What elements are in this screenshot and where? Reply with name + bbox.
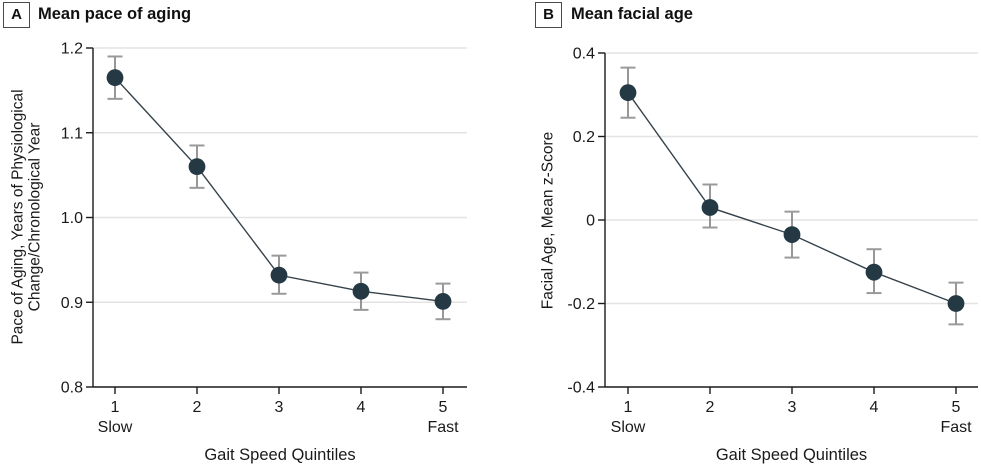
y-tick-label: -0.2 xyxy=(567,296,595,313)
x-tick-label: 1 xyxy=(624,399,633,416)
x-end-label-fast: Fast xyxy=(940,419,972,436)
y-tick-label: 0.4 xyxy=(573,46,595,63)
data-point xyxy=(619,84,637,102)
x-axis-title: Gait Speed Quintiles xyxy=(204,446,355,464)
x-tick-label: 5 xyxy=(952,399,961,416)
y-tick-label: -0.4 xyxy=(567,380,595,397)
y-tick-label: 1.1 xyxy=(61,125,83,142)
y-tick-label: 0.2 xyxy=(573,129,595,146)
x-tick-label: 3 xyxy=(275,399,284,416)
y-tick-label: 0.9 xyxy=(61,295,83,312)
y-tick-label: 0 xyxy=(586,213,595,230)
series-line xyxy=(627,92,957,305)
y-tick-label: 0.8 xyxy=(61,380,83,397)
data-point xyxy=(434,293,452,310)
data-point xyxy=(270,266,288,284)
panel-b-title: Mean facial age xyxy=(571,5,693,23)
x-tick-label: 1 xyxy=(111,399,120,416)
x-tick-label: 5 xyxy=(439,399,448,416)
x-end-label-fast: Fast xyxy=(427,419,459,436)
x-tick-label: 2 xyxy=(193,399,202,416)
y-tick-label: 1.0 xyxy=(61,210,83,227)
x-tick-label: 3 xyxy=(788,399,797,416)
x-tick-label: 4 xyxy=(870,399,879,416)
x-tick-label: 2 xyxy=(706,399,715,416)
x-tick-label: 4 xyxy=(357,399,366,416)
x-end-label-slow: Slow xyxy=(98,419,133,436)
panel-b-tag: B xyxy=(535,2,562,28)
data-point xyxy=(701,199,719,216)
x-axis-title: Gait Speed Quintiles xyxy=(716,446,867,464)
data-point xyxy=(106,69,124,87)
x-end-label-slow: Slow xyxy=(611,419,646,436)
panel-a-tag: A xyxy=(3,2,30,28)
y-tick-label: 1.2 xyxy=(61,41,83,58)
panel-a-title: Mean pace of aging xyxy=(38,5,192,23)
data-point xyxy=(352,282,370,300)
data-point xyxy=(865,263,883,281)
data-point xyxy=(188,158,206,176)
data-point xyxy=(783,226,801,244)
data-point xyxy=(947,295,965,312)
